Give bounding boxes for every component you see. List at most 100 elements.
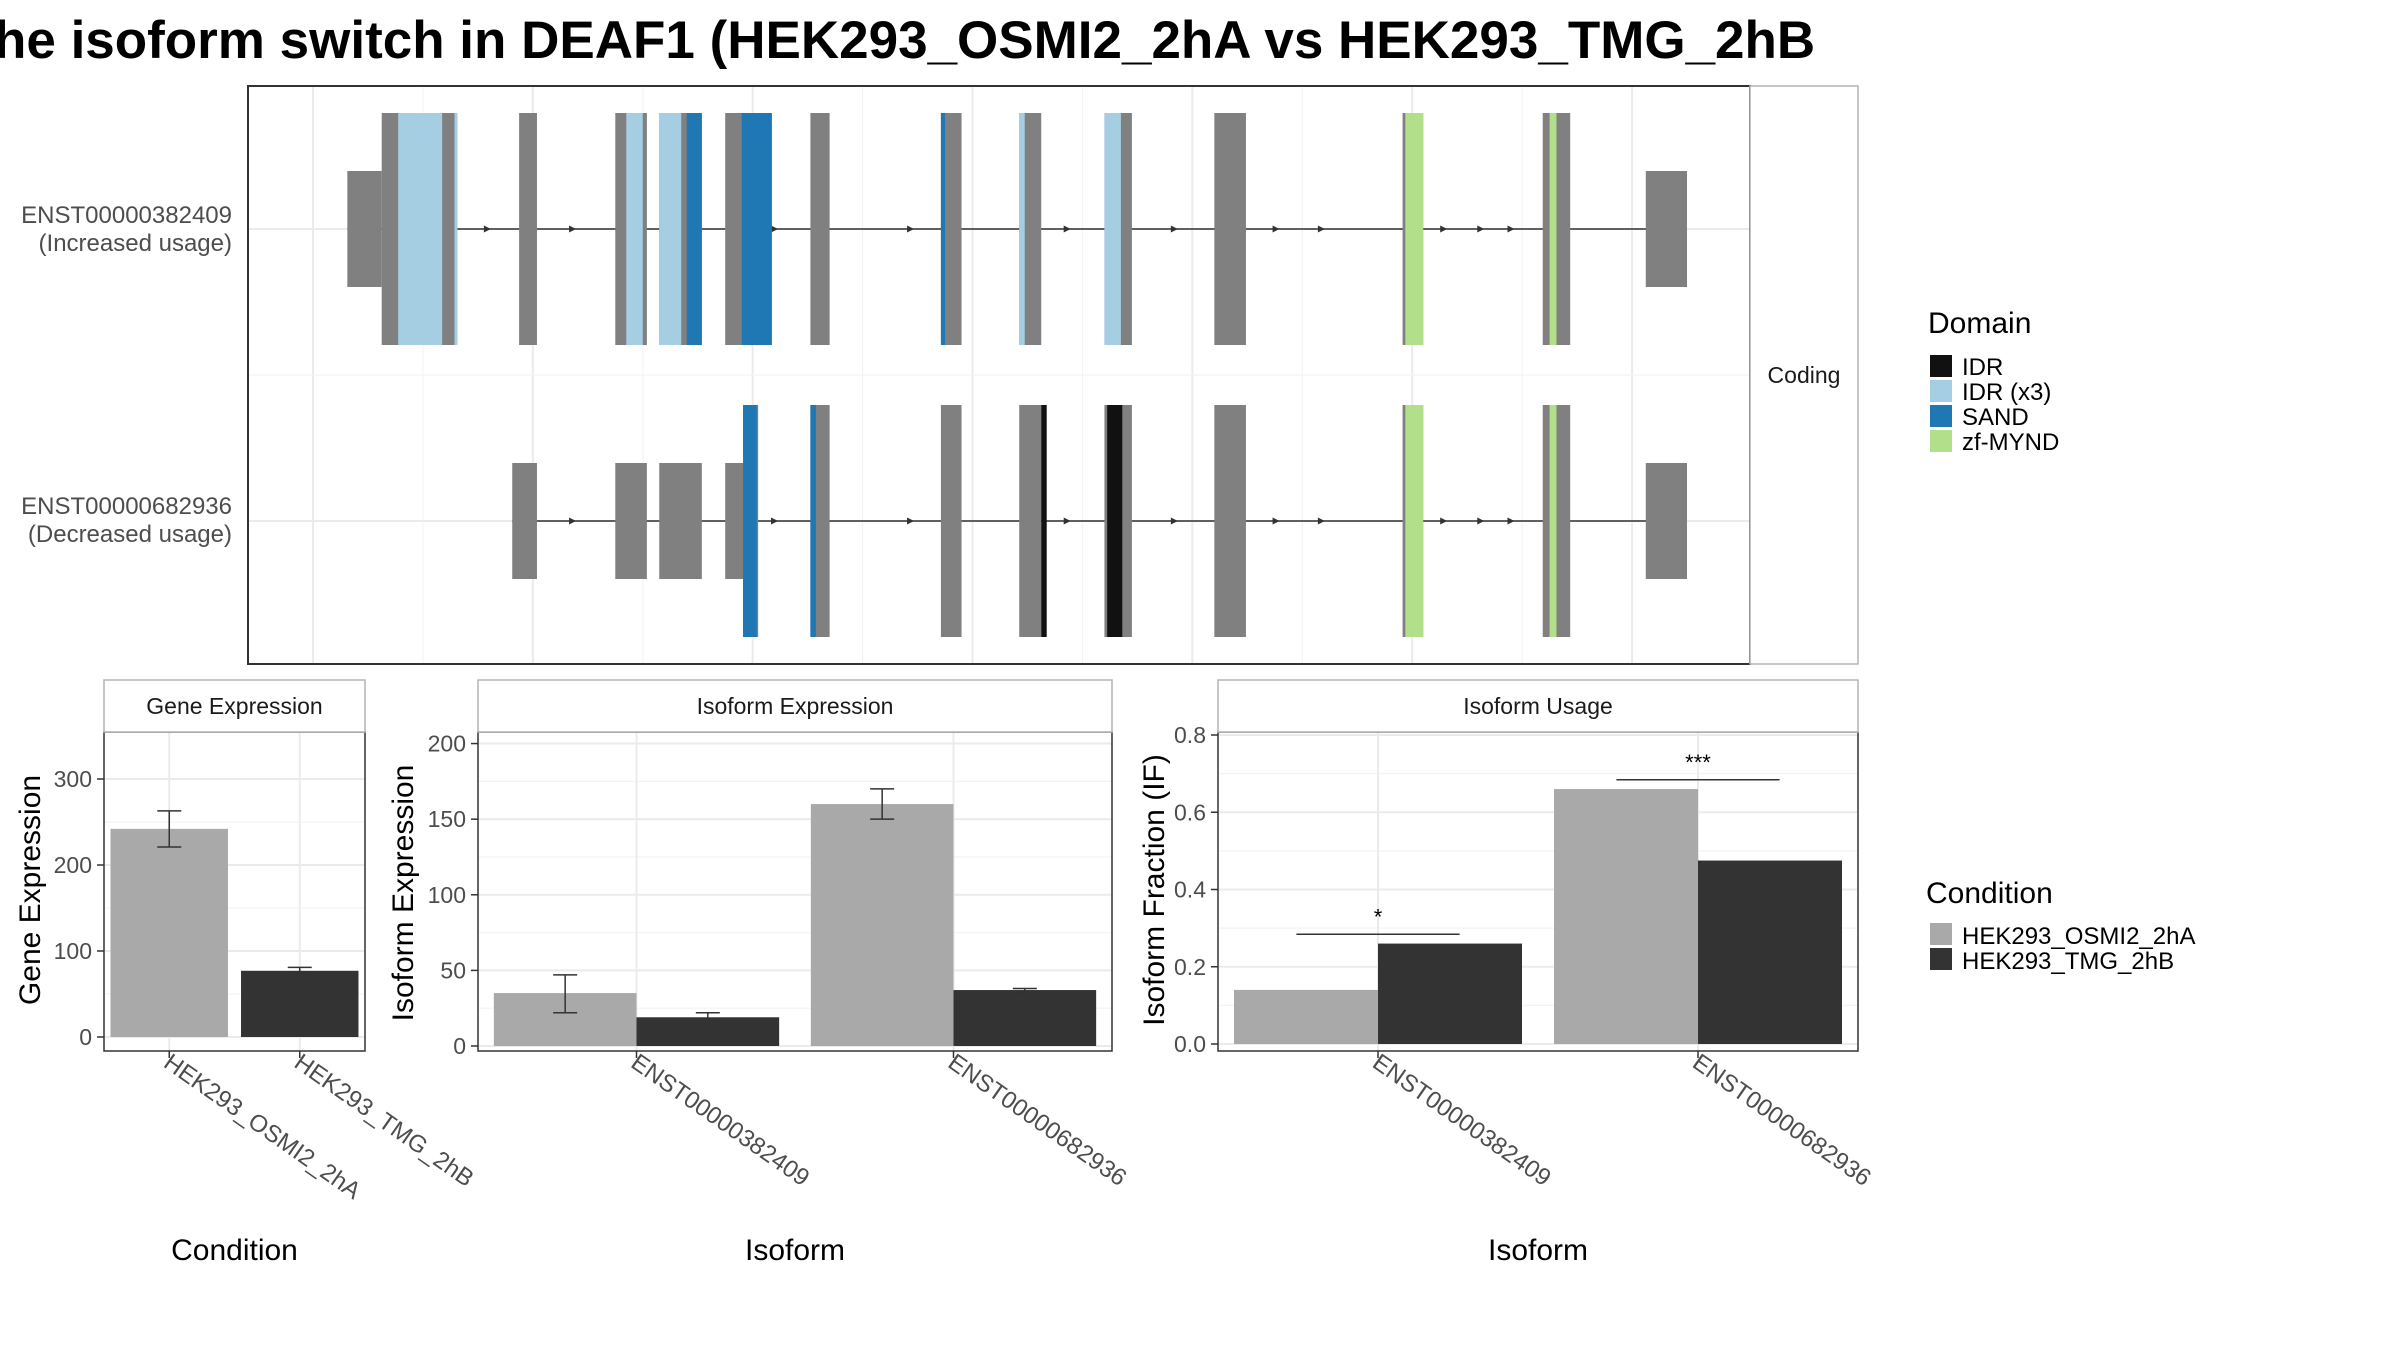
intron-direction-arrow — [1063, 225, 1071, 233]
y-axis-title: Isoform Expression — [387, 765, 420, 1022]
intron-direction-arrow — [1170, 225, 1178, 233]
utr-exon-block — [659, 463, 702, 579]
y-tick-label: 200 — [54, 852, 92, 878]
domain-segment-sand — [741, 113, 772, 345]
domain-segment-idr-x3 — [1019, 113, 1025, 345]
domain-segment-idr — [1107, 405, 1123, 637]
error-bar — [1012, 987, 1037, 994]
y-tick-label: 0 — [79, 1024, 92, 1050]
isoform-usage-chart: ****Isoform Usage0.00.20.40.60.8ENST0000… — [1138, 679, 1876, 1267]
y-tick-label: 200 — [428, 731, 466, 757]
transcript-structures — [347, 113, 1687, 637]
intron-direction-arrow — [569, 225, 577, 233]
significance-label: *** — [1685, 750, 1711, 775]
intron-direction-arrow — [483, 225, 491, 233]
intron-direction-arrow — [1272, 225, 1280, 233]
y-tick-label: 150 — [428, 806, 466, 832]
legend-key-sand — [1930, 405, 1952, 427]
error-bar — [695, 1011, 720, 1023]
bar-hek293-tmg-2hb — [241, 970, 359, 1037]
coding-facet-strip — [1749, 85, 1859, 665]
coding-exon-block — [1214, 113, 1246, 345]
domain-segment-idr-x3 — [659, 113, 682, 345]
bar-enst00000382409-hek293-osmi2-2ha — [1234, 989, 1378, 1044]
error-bar — [553, 974, 578, 1014]
intron-direction-arrow — [1507, 225, 1515, 233]
y-tick-label: 0.8 — [1174, 722, 1206, 748]
bar-enst00000682936-hek293-osmi2-2ha — [1554, 789, 1698, 1044]
transcript-1-id: ENST00000382409 — [21, 202, 232, 229]
domain-legend: Domain IDR IDR (x3) SAND zf-MYND — [1928, 307, 2059, 456]
legend-label-tmg: HEK293_TMG_2hB — [1962, 948, 2174, 975]
legend-key-zf-mynd — [1930, 430, 1952, 452]
domain-segment-idr-x3 — [1104, 113, 1121, 345]
y-tick-label: 0.6 — [1174, 799, 1206, 825]
legend-label-idr: IDR — [1962, 354, 2003, 381]
legend-label-zf-mynd: zf-MYND — [1962, 429, 2059, 456]
domain-segment-zf-mynd — [1405, 113, 1424, 345]
x-tick-label-enst00000682936: ENST00000682936 — [943, 1049, 1131, 1192]
utr-exon-block — [615, 463, 647, 579]
facet-strip-title: Isoform Expression — [697, 693, 894, 719]
intron-direction-arrow — [771, 517, 779, 525]
coding-exon-block — [1214, 405, 1246, 637]
domain-segment-zf-mynd — [1405, 405, 1424, 637]
facet-strip-title: Isoform Usage — [1463, 693, 1613, 719]
coding-exon-block — [940, 113, 962, 345]
facet-strip-title: Gene Expression — [146, 693, 322, 719]
domain-legend-title: Domain — [1928, 307, 2031, 340]
domain-segment-sand — [810, 405, 816, 637]
condition-legend-title: Condition — [1926, 877, 2053, 910]
error-bar — [157, 810, 182, 848]
intron-direction-arrow — [1440, 225, 1448, 233]
legend-key-idr — [1930, 355, 1952, 377]
utr-exon-block — [347, 171, 382, 287]
intron-direction-arrow — [1477, 225, 1485, 233]
intron-direction-arrow — [907, 517, 915, 525]
utr-exon-block — [1645, 463, 1687, 579]
y-tick-label: 100 — [54, 938, 92, 964]
y-tick-label: 0.0 — [1174, 1031, 1206, 1057]
bar-enst00000382409-hek293-tmg-2hb — [1378, 943, 1522, 1044]
intron-direction-arrow — [1317, 517, 1325, 525]
intron-direction-arrow — [1063, 517, 1071, 525]
bar-hek293-osmi2-2ha — [110, 828, 228, 1037]
error-bar — [287, 966, 312, 975]
utr-exon-block — [512, 463, 537, 579]
intron-direction-arrow — [1477, 517, 1485, 525]
coding-facet-label: Coding — [1768, 362, 1841, 388]
domain-segment-idr — [1041, 405, 1047, 637]
intron-direction-arrow — [907, 225, 915, 233]
legend-key-tmg — [1930, 948, 1952, 970]
intron-direction-arrow — [1317, 225, 1325, 233]
x-tick-label-enst00000682936: ENST00000682936 — [1688, 1049, 1876, 1192]
x-axis-title: Condition — [171, 1234, 298, 1267]
coding-exon-block — [940, 405, 962, 637]
x-axis-title: Isoform — [745, 1234, 845, 1267]
domain-segment-sand — [686, 113, 702, 345]
legend-key-idr-x3 — [1930, 380, 1952, 402]
y-tick-label: 300 — [54, 766, 92, 792]
utr-exon-block — [1645, 171, 1687, 287]
coding-exon-block — [1019, 405, 1042, 637]
significance-label: * — [1374, 904, 1383, 929]
legend-label-idr-x3: IDR (x3) — [1962, 379, 2051, 406]
bar-enst00000682936-hek293-osmi2-2ha — [810, 804, 954, 1046]
intron-direction-arrow — [1170, 517, 1178, 525]
y-axis-title: Gene Expression — [14, 775, 47, 1005]
x-tick-label-enst00000382409: ENST00000382409 — [626, 1049, 814, 1192]
coding-exon-block — [810, 113, 830, 345]
y-tick-label: 0.2 — [1174, 954, 1206, 980]
isoform-expression-chart: Isoform Expression 0 50 100 150 200 ENST000003… — [387, 679, 1131, 1267]
intron-direction-arrow — [1272, 517, 1280, 525]
condition-legend: Condition HEK293_OSMI2_2hA HEK293_TMG_2h… — [1926, 877, 2195, 975]
y-tick-label: 0 — [453, 1033, 466, 1059]
transcript-1-usage: (Increased usage) — [39, 230, 232, 257]
coding-exon-block — [519, 113, 537, 345]
domain-segment-zf-mynd — [1549, 405, 1557, 637]
y-axis-title: Isoform Fraction (IF) — [1138, 754, 1171, 1026]
bar-enst00000682936-hek293-tmg-2hb — [953, 990, 1097, 1046]
facet-strip — [1217, 679, 1859, 733]
domain-segment-idr-x3 — [398, 113, 443, 345]
